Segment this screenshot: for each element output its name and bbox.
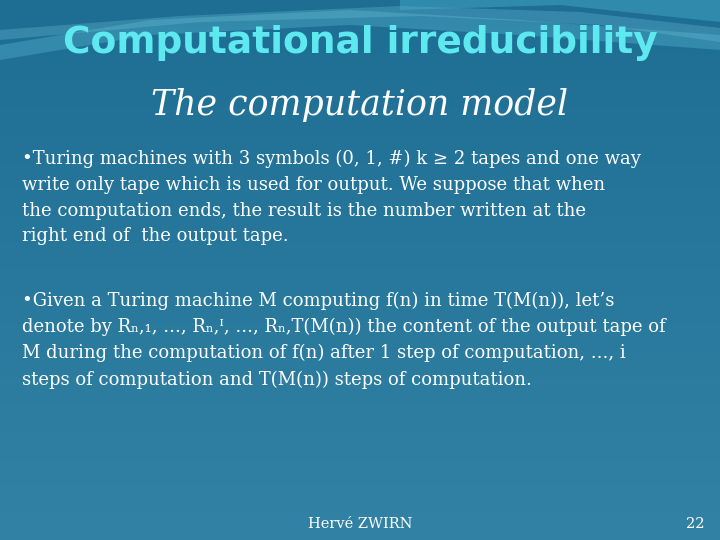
Text: Computational irreducibility: Computational irreducibility [63,25,657,61]
Polygon shape [0,6,720,42]
Polygon shape [0,10,720,60]
Polygon shape [400,0,720,22]
Text: 22: 22 [685,517,704,531]
Text: •Given a Turing machine M computing f(n) in time T(M(n)), let’s
denote by Rₙ,₁, : •Given a Turing machine M computing f(n)… [22,292,665,388]
Text: The computation model: The computation model [151,88,569,122]
Text: •Turing machines with 3 symbols (0, 1, #) k ≥ 2 tapes and one way
write only tap: •Turing machines with 3 symbols (0, 1, #… [22,150,641,245]
Text: Hervé ZWIRN: Hervé ZWIRN [307,517,413,531]
